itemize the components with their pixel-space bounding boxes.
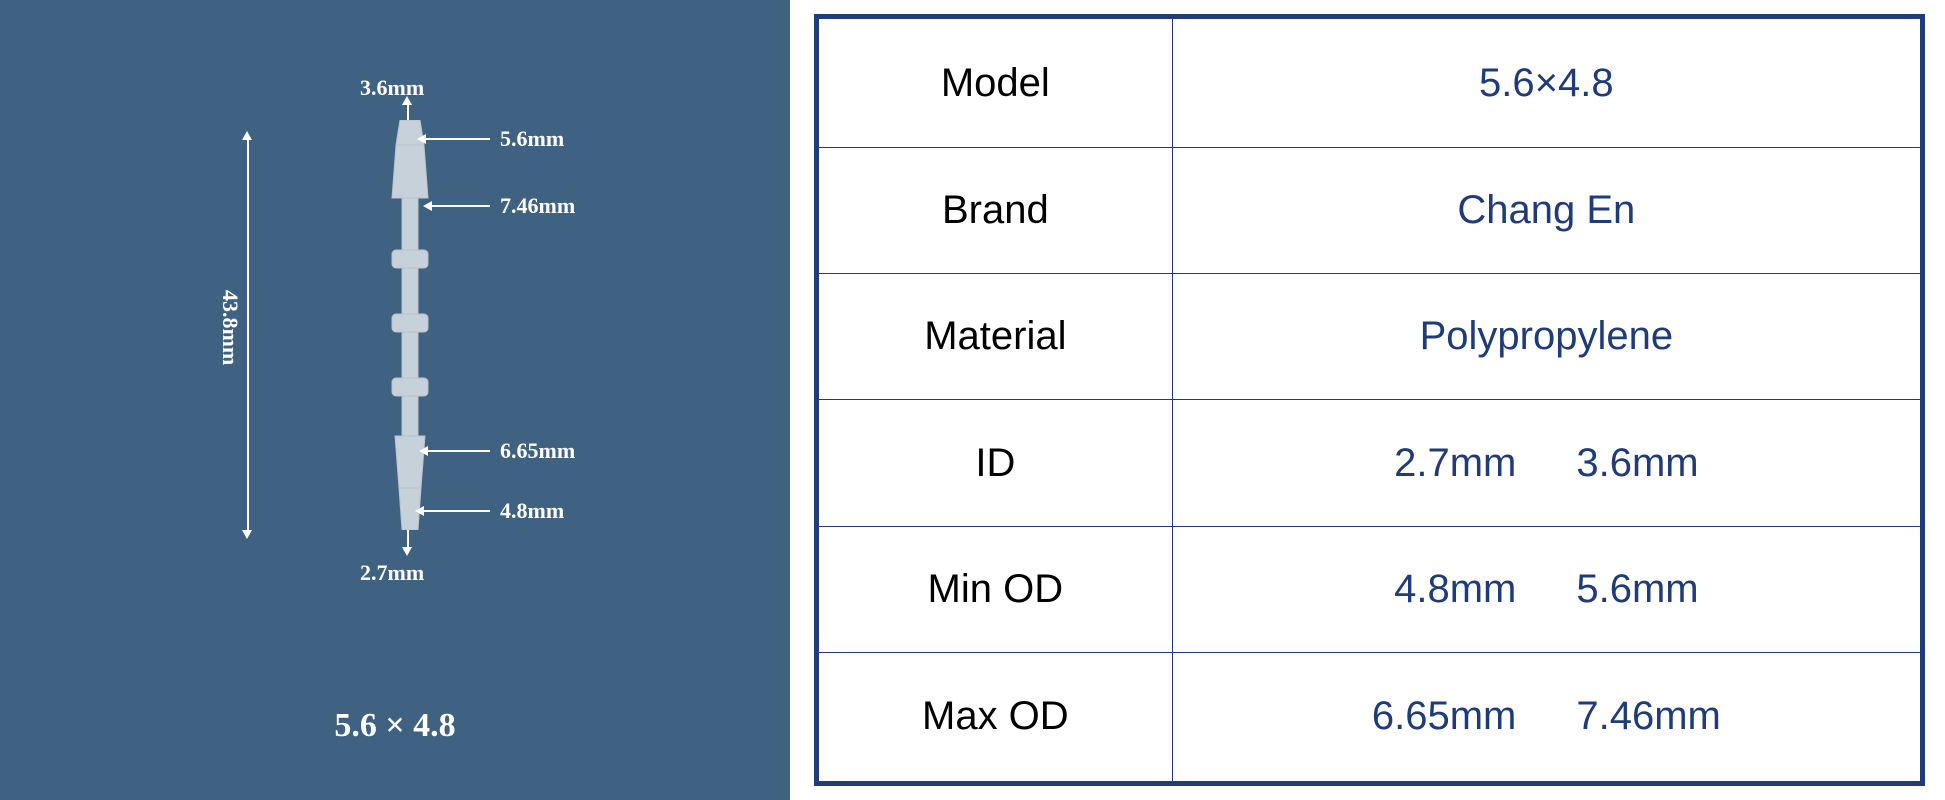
spec-value: 6.65mm 7.46mm <box>1172 652 1922 783</box>
bottom-id-leader <box>407 530 409 547</box>
table-row: MaterialPolypropylene <box>817 274 1923 400</box>
table-row: BrandChang En <box>817 148 1923 274</box>
spec-value-item: 5.6mm <box>1576 567 1698 612</box>
spec-value: 5.6×4.8 <box>1172 17 1922 148</box>
length-arrow-bottom-icon <box>242 530 252 539</box>
callout-bottom-min-od: 4.8mm <box>500 498 564 524</box>
callout-arrow-icon <box>415 506 424 516</box>
table-row: ID 2.7mm 3.6mm <box>817 400 1923 526</box>
bottom-id-label: 2.7mm <box>360 560 424 586</box>
callout-leader-bottom-max-od <box>428 450 490 452</box>
callout-leader-top-min-od <box>426 138 490 140</box>
spec-value-item: 3.6mm <box>1576 441 1698 486</box>
spec-value-item: 7.46mm <box>1576 694 1721 739</box>
top-id-leader <box>407 103 409 120</box>
callout-arrow-icon <box>423 201 432 211</box>
callout-bottom-max-od: 6.65mm <box>500 438 575 464</box>
table-row: Min OD 4.8mm 5.6mm <box>817 526 1923 652</box>
connector-svg <box>370 120 450 530</box>
callout-leader-top-max-od <box>432 205 490 207</box>
length-arrow-top-icon <box>242 131 252 140</box>
table-row: Model5.6×4.8 <box>817 17 1923 148</box>
table-row: Max OD 6.65mm 7.46mm <box>817 652 1923 783</box>
spec-value: 2.7mm 3.6mm <box>1172 400 1922 526</box>
top-id-label: 3.6mm <box>360 75 424 101</box>
connector-drawing <box>370 120 450 530</box>
spec-key: Max OD <box>817 652 1173 783</box>
spec-table-panel: Model5.6×4.8BrandChang EnMaterialPolypro… <box>790 0 1945 800</box>
spec-key: Material <box>817 274 1173 400</box>
callout-arrow-icon <box>417 134 426 144</box>
root-container: 43.8mm 3.6mm <box>0 0 1945 800</box>
part-title: 5.6 × 4.8 <box>0 707 790 745</box>
length-label: 43.8mm <box>217 290 243 365</box>
callout-top-max-od: 7.46mm <box>500 193 575 219</box>
spec-value-item: 4.8mm <box>1394 567 1516 612</box>
spec-key: ID <box>817 400 1173 526</box>
spec-value: 4.8mm 5.6mm <box>1172 526 1922 652</box>
spec-key: Brand <box>817 148 1173 274</box>
spec-key: Min OD <box>817 526 1173 652</box>
spec-value-item: 2.7mm <box>1394 441 1516 486</box>
length-dimension-line <box>247 140 249 530</box>
top-id-arrow-icon <box>402 96 412 105</box>
callout-top-min-od: 5.6mm <box>500 126 564 152</box>
spec-value-item: 6.65mm <box>1372 694 1517 739</box>
diagram-panel: 43.8mm 3.6mm <box>0 0 790 800</box>
spec-value: Polypropylene <box>1172 274 1922 400</box>
spec-table: Model5.6×4.8BrandChang EnMaterialPolypro… <box>814 14 1925 786</box>
callout-arrow-icon <box>419 446 428 456</box>
spec-value: Chang En <box>1172 148 1922 274</box>
bottom-id-arrow-icon <box>402 547 412 556</box>
callout-leader-bottom-min-od <box>424 510 490 512</box>
spec-key: Model <box>817 17 1173 148</box>
